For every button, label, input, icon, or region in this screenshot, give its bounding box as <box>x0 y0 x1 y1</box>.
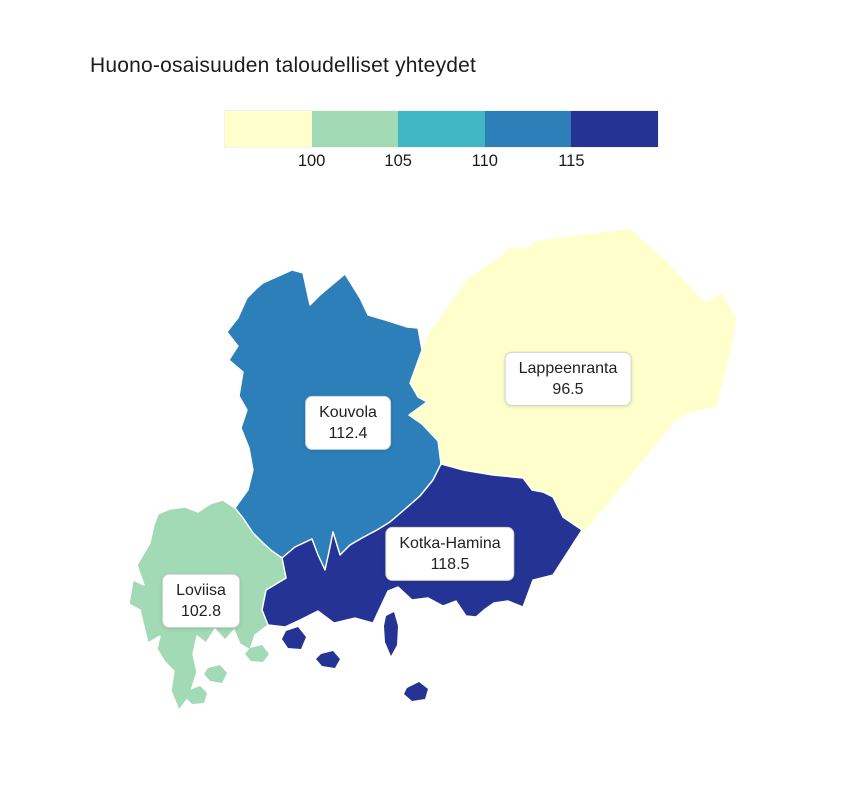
island-loviisa <box>204 665 227 683</box>
legend-tick: 110 <box>471 152 498 170</box>
region-value: 102.8 <box>180 603 222 620</box>
region-name: Lappeenranta <box>518 359 618 377</box>
island-loviisa <box>245 645 269 662</box>
legend-tick: 115 <box>558 152 585 170</box>
legend-segment <box>311 111 399 147</box>
region-value: 118.5 <box>430 556 470 573</box>
label-kotka-hamina: Kotka-Hamina 118.5 <box>385 526 515 582</box>
region-name: Kotka-Hamina <box>399 534 501 552</box>
legend-tick: 100 <box>297 152 326 170</box>
label-lappeenranta: Lappeenranta 96.5 <box>504 351 632 407</box>
region-name: Loviisa <box>176 581 226 599</box>
legend-tick-labels: 100 105 110 115 <box>225 152 658 172</box>
legend-segment <box>225 111 312 147</box>
region-value: 112.4 <box>328 425 368 442</box>
label-kouvola: Kouvola 112.4 <box>305 395 391 451</box>
figure-title: Huono-osaisuuden taloudelliset yhteydet <box>90 54 477 77</box>
label-loviisa: Loviisa 102.8 <box>162 573 240 629</box>
legend-segment <box>398 111 485 147</box>
legend-tick: 105 <box>384 152 412 170</box>
region-name: Kouvola <box>319 403 377 421</box>
color-legend: 100 105 110 115 <box>224 110 659 170</box>
legend-segment <box>484 111 572 147</box>
legend-color-bar <box>224 110 659 148</box>
island-loviisa <box>185 686 207 704</box>
island-kotka-hamina <box>282 627 306 649</box>
legend-segment <box>571 111 658 147</box>
island-kotka-hamina <box>316 651 340 668</box>
island-kotka-hamina <box>404 682 428 701</box>
region-value: 96.5 <box>552 381 584 398</box>
island-kotka-hamina <box>384 612 398 656</box>
